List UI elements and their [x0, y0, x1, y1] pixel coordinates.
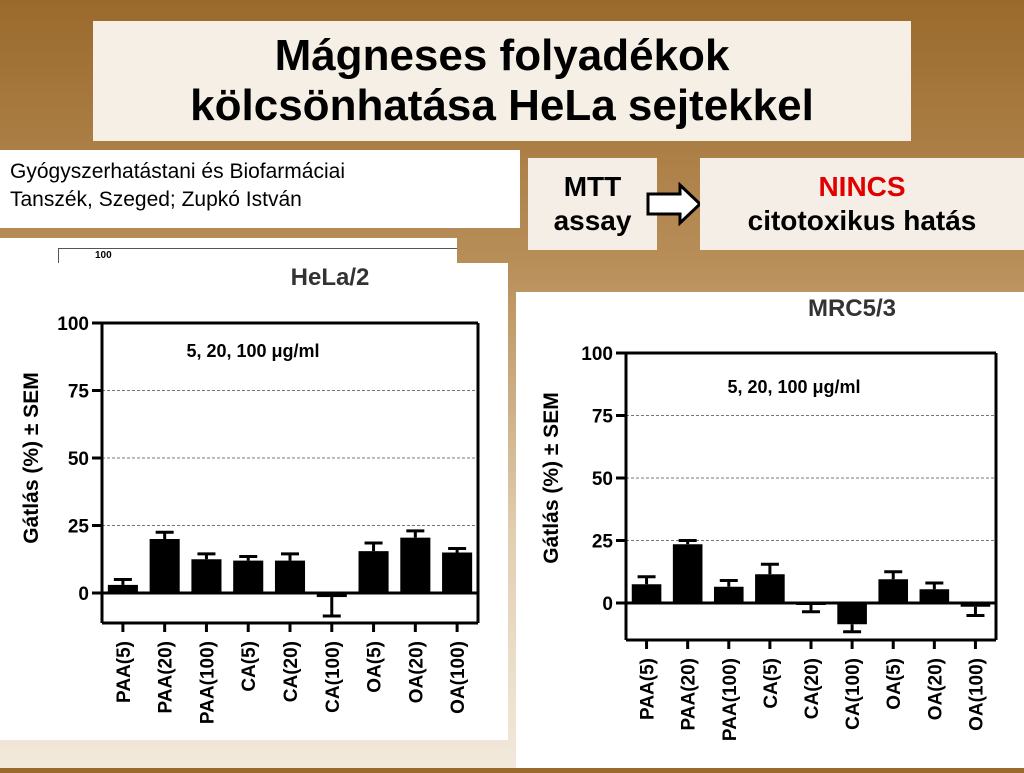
x-tick-label: CA(5) [761, 658, 782, 709]
y-tick-label: 0 [602, 594, 613, 615]
bar [233, 560, 264, 593]
background-chart-fragment: 100 [0, 238, 457, 264]
x-tick-label: PAA(20) [156, 641, 177, 714]
y-tick-label: 75 [68, 382, 90, 403]
y-axis-label: Gátlás (%) ± SEM [540, 392, 563, 563]
x-tick-label: PAA(100) [197, 641, 218, 724]
chart-title: MRC5/3 [808, 295, 896, 322]
x-tick-label: CA(20) [281, 641, 302, 702]
x-tick-label: PAA(100) [720, 658, 741, 741]
y-axis-label: Gátlás (%) ± SEM [20, 372, 43, 543]
bar [316, 593, 347, 598]
x-tick-label: CA(5) [239, 641, 260, 692]
x-tick-label: OA(20) [406, 641, 427, 703]
bar [274, 560, 306, 593]
x-tick-label: OA(5) [365, 641, 386, 693]
title-banner: Mágneses folyadékok kölcsönhatása HeLa s… [93, 21, 911, 141]
y-tick-label: 0 [78, 584, 89, 605]
bar [796, 603, 826, 605]
x-tick-label: OA(100) [448, 641, 469, 714]
page-title-line2: kölcsönhatása HeLa sejtekkel [190, 81, 814, 130]
fragment-tick-label: 100 [95, 250, 112, 261]
assay-box: MTT assay [528, 158, 657, 250]
assay-line1: MTT [563, 171, 622, 202]
result-box: NINCS citotoxikus hatás [700, 158, 1024, 250]
bar [837, 603, 867, 625]
result-highlight: NINCS [818, 171, 906, 202]
y-tick-label: 50 [592, 469, 613, 490]
bar [755, 574, 785, 603]
y-tick-label: 100 [57, 314, 89, 335]
y-tick-label: 100 [581, 344, 613, 365]
fragment-axis-vline [58, 248, 59, 264]
hela-bar-chart: HeLa/2 0 25 50 75 100 Gátlás (%) ± SEM 5, 20, 1… [20, 264, 480, 724]
bar [358, 551, 389, 593]
y-tick-label: 75 [592, 407, 614, 428]
x-tick-label: OA(20) [925, 658, 946, 720]
right-arrow-icon [646, 182, 703, 226]
credit-line1: Gyógyszerhatástani és Biofarmáciai [10, 160, 345, 183]
bar [400, 537, 431, 593]
concentration-annotation: 5, 20, 100 μg/ml [186, 341, 319, 361]
bar [713, 586, 744, 603]
bar [442, 552, 473, 593]
bar [149, 539, 180, 593]
x-tick-label: PAA(5) [638, 658, 659, 720]
assay-line2: assay [553, 205, 632, 236]
result-line2: citotoxikus hatás [747, 205, 977, 236]
y-tick-label: 25 [592, 532, 614, 553]
chart-title: HeLa/2 [291, 264, 370, 291]
bar [672, 544, 703, 603]
bar [878, 579, 909, 603]
bar [191, 559, 222, 593]
bar [107, 584, 138, 593]
x-tick-label: CA(20) [802, 658, 823, 719]
y-tick-label: 50 [68, 449, 89, 470]
credit-box: Gyógyszerhatástani és Biofarmáciai Tansz… [0, 150, 520, 228]
x-tick-label: OA(100) [966, 658, 987, 731]
concentration-annotation: 5, 20, 100 μg/ml [727, 377, 860, 397]
x-tick-label: PAA(20) [679, 658, 700, 731]
page-title-line1: Mágneses folyadékok [274, 31, 730, 80]
bar [631, 584, 662, 603]
mrc5-bar-chart: MRC5/3 0 25 50 75 100 Gátlás (%) ± SEM 5, 20, 1… [540, 295, 998, 741]
x-tick-label: CA(100) [843, 658, 864, 730]
x-tick-label: CA(100) [323, 641, 344, 713]
chart-panel-mrc5: MRC5/3 0 25 50 75 100 Gátlás (%) ± SEM 5, 20, 1… [516, 292, 1024, 768]
bar [960, 603, 991, 607]
bar [919, 589, 950, 603]
credit-line2: Tanszék, Szeged; Zupkó István [10, 188, 302, 211]
fragment-axis-line [58, 248, 457, 249]
x-tick-label: OA(5) [884, 658, 905, 710]
y-tick-label: 25 [68, 517, 90, 538]
x-tick-label: PAA(5) [114, 641, 135, 703]
chart-panel-hela: HeLa/2 0 25 50 75 100 Gátlás (%) ± SEM 5, 20, 1… [0, 263, 508, 740]
